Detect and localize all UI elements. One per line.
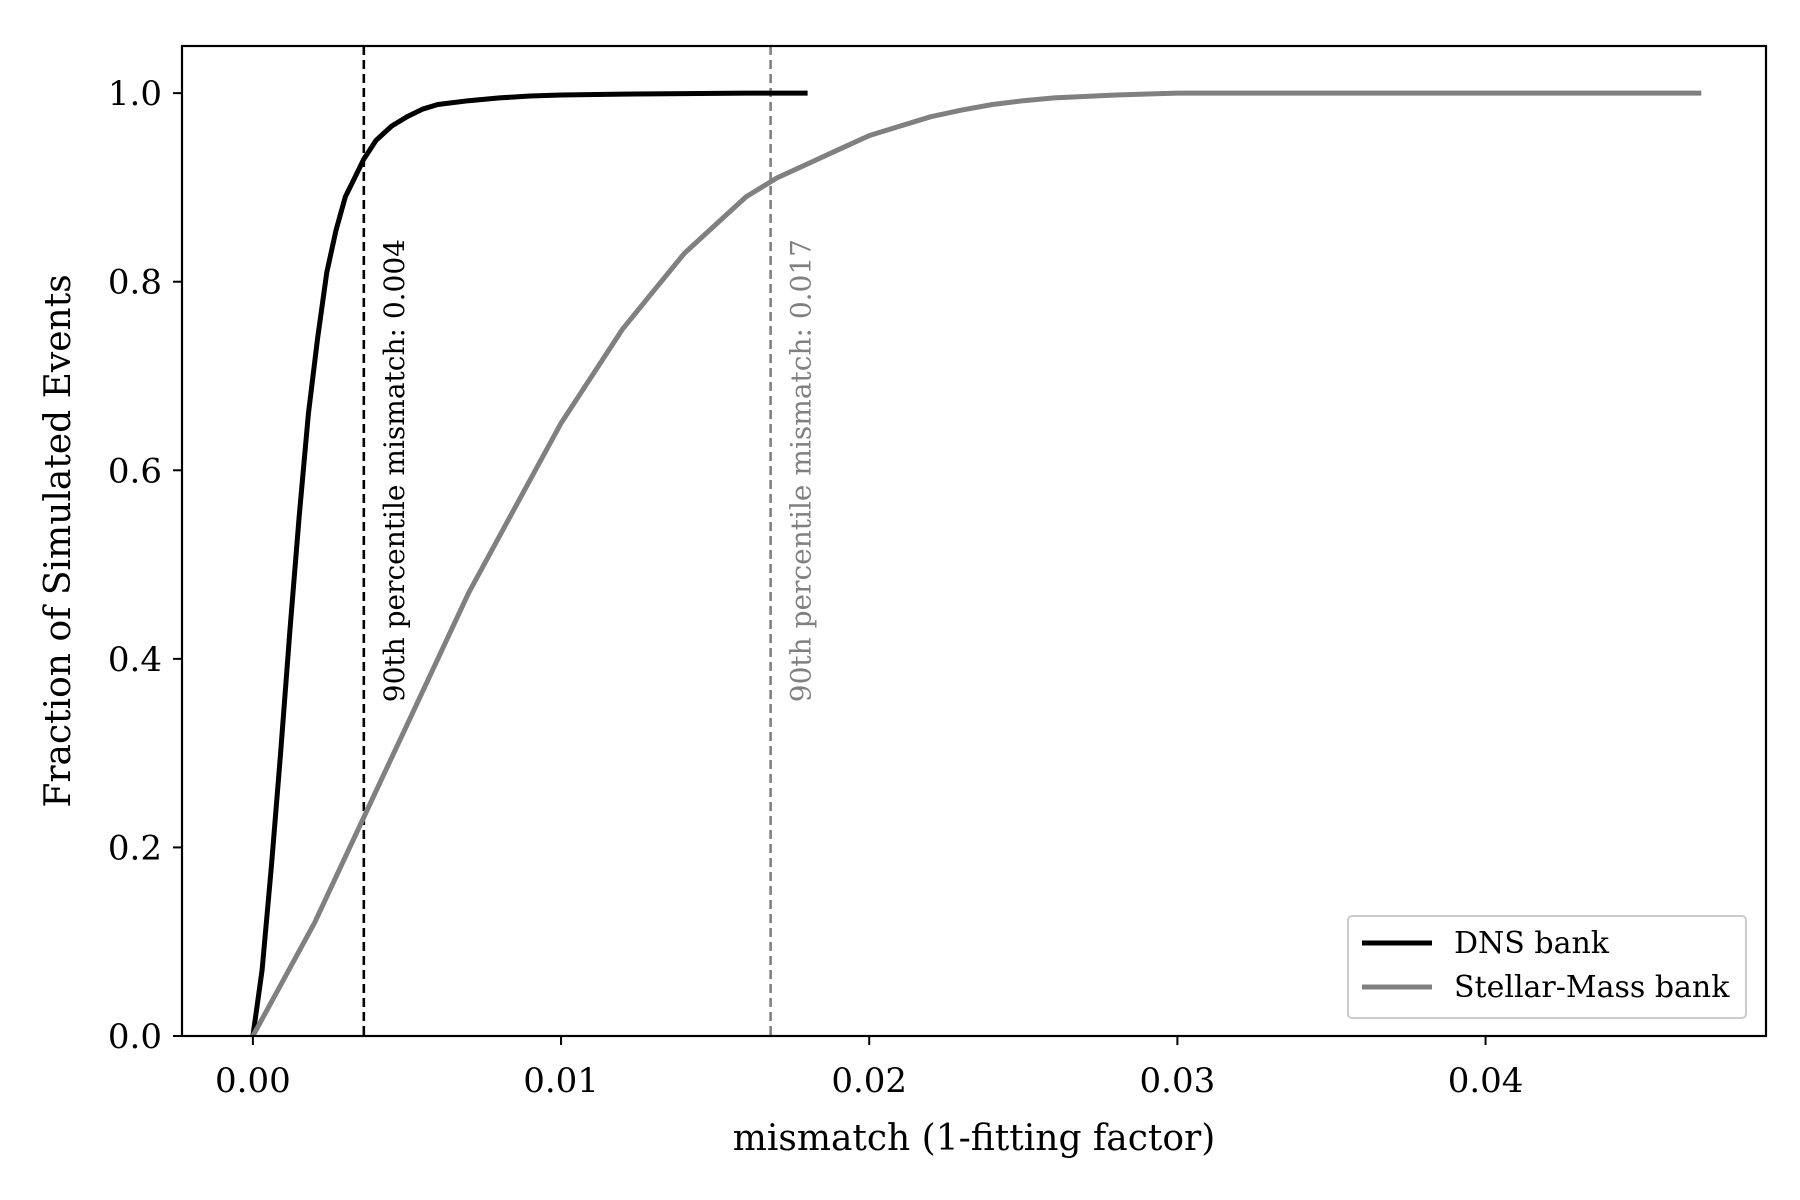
y-tick-label: 0.4 (108, 640, 162, 680)
y-tick-label: 0.6 (108, 451, 162, 491)
legend-label-stellar-mass-bank: Stellar-Mass bank (1454, 970, 1730, 1005)
y-tick-label: 0.8 (108, 263, 162, 303)
y-tick-label: 0.0 (108, 1017, 162, 1057)
axes-frame (180, 44, 1768, 1038)
x-tick-label: 0.04 (1448, 1061, 1524, 1101)
plot-area: 90th percentile mismatch: 0.004 90th perc… (250, 46, 1702, 1036)
percentile-label-2: 90th percentile mismatch: 0.017 (785, 239, 818, 702)
legend-label-dns-bank: DNS bank (1454, 926, 1610, 961)
y-tick-label: 1.0 (108, 74, 162, 114)
x-axis-ticks: 0.00 0.01 0.02 0.03 0.04 (215, 1036, 1523, 1101)
x-axis-label: mismatch (1-fitting factor) (733, 1118, 1216, 1159)
x-tick-label: 0.00 (215, 1061, 291, 1101)
y-axis-label: Fraction of Simulated Events (38, 274, 79, 807)
x-tick-label: 0.01 (523, 1061, 599, 1101)
x-tick-label: 0.03 (1140, 1061, 1216, 1101)
series-line-dns-bank (250, 90, 808, 1036)
legend-box (1347, 915, 1747, 1019)
y-tick-label: 0.2 (108, 828, 162, 868)
percentile-label-1: 90th percentile mismatch: 0.004 (378, 239, 411, 702)
x-tick-label: 0.02 (831, 1061, 907, 1101)
series-line-stellar-mass-bank (250, 90, 1702, 1036)
legend: DNS bank Stellar-Mass bank (1347, 915, 1747, 1019)
y-axis-ticks: 0.0 0.2 0.4 0.6 0.8 1.0 (108, 74, 182, 1057)
